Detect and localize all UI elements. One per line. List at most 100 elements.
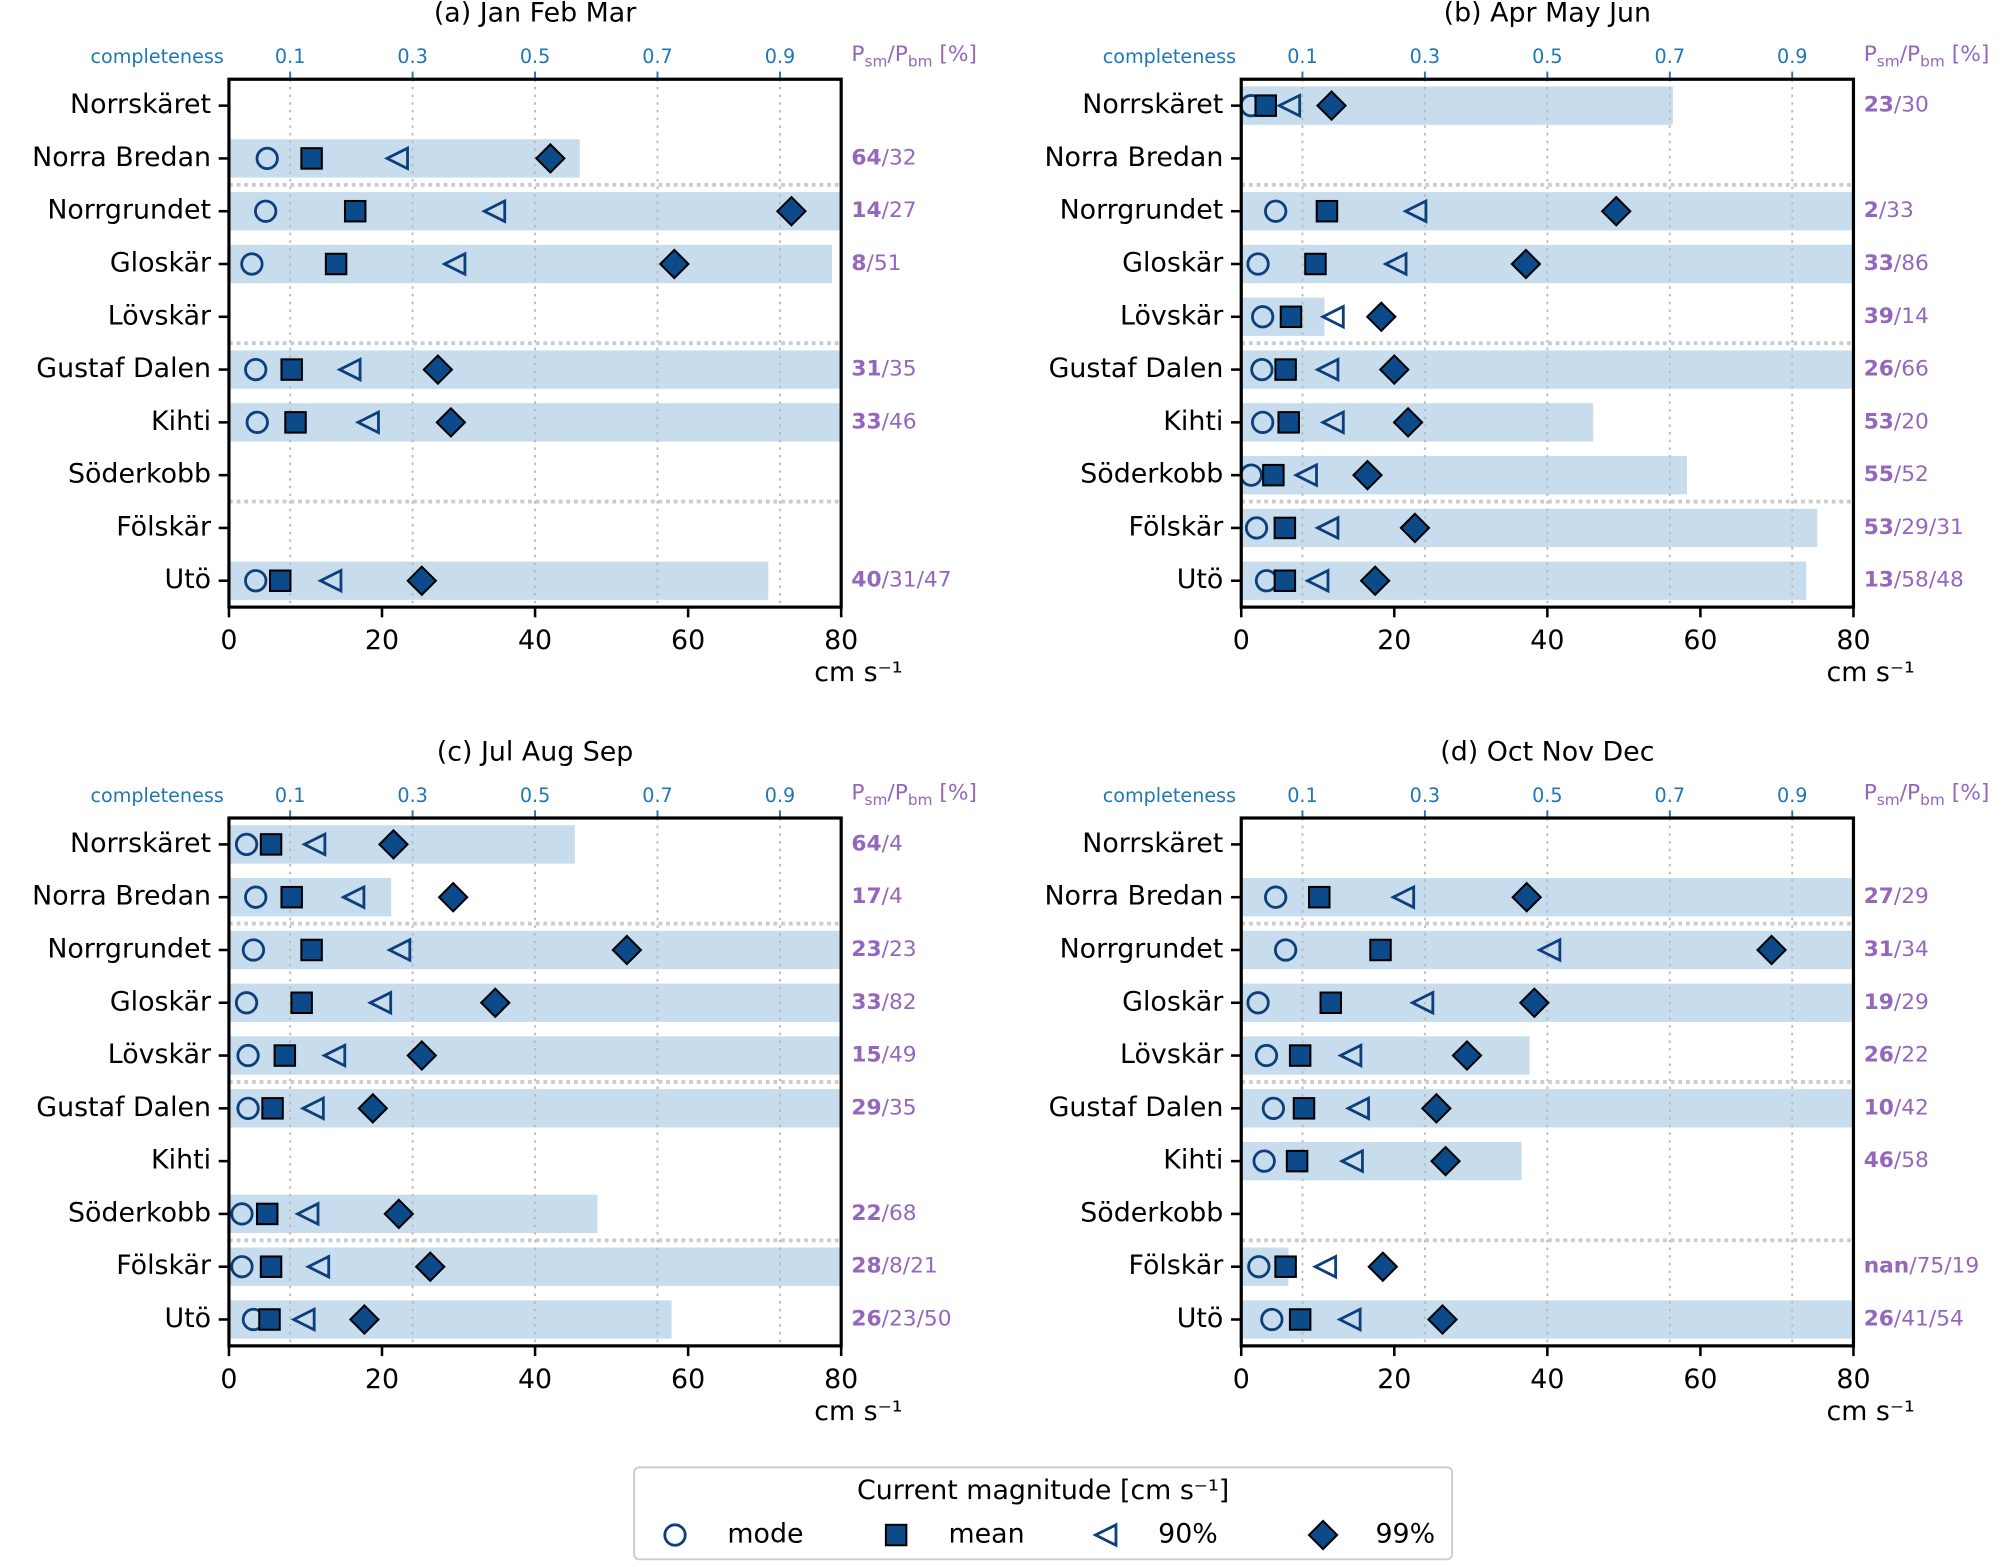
marker-90pct	[1390, 884, 1416, 910]
marker-mode	[1252, 1149, 1276, 1173]
axes-frame	[1239, 816, 1856, 1348]
ratio-rest: /29/31	[1894, 515, 1964, 540]
legend-marker	[1307, 1519, 1339, 1551]
marker-90pct	[367, 990, 393, 1016]
ratio-label: 29/35	[851, 1095, 916, 1120]
x-tick-label: 60	[671, 625, 705, 656]
marker-99pct	[1426, 1303, 1459, 1335]
marker-mode	[1246, 252, 1270, 276]
marker-mode	[1264, 199, 1288, 223]
ratio-rest: /42	[1894, 1095, 1929, 1120]
ratio-header-part: P	[851, 42, 864, 67]
category-label: Fölskär	[1128, 511, 1224, 542]
x-tick-label: 0	[1233, 625, 1250, 656]
marker-mean	[259, 1255, 283, 1278]
category-label: Norrgrundet	[1060, 933, 1224, 964]
ratio-bold: 27	[1864, 884, 1894, 909]
marker-99pct	[406, 1040, 438, 1072]
ratio-bold: 64	[851, 831, 881, 856]
marker-mode	[244, 885, 268, 909]
marker-99pct	[383, 1198, 415, 1230]
panel-title: (a) Jan Feb Mar	[434, 0, 637, 29]
marker-mode	[1251, 305, 1275, 329]
marker-99pct	[611, 934, 643, 966]
top-tick-label: 0.3	[1410, 784, 1440, 807]
marker-99pct	[1359, 565, 1391, 597]
marker-mean	[1274, 1255, 1297, 1278]
marker-mean	[1315, 199, 1339, 223]
ratio-label: 39/14	[1864, 304, 1929, 329]
x-tick-label: 60	[671, 1364, 705, 1395]
marker-mode	[1260, 1307, 1284, 1332]
completeness-label: completeness	[1103, 45, 1236, 68]
ratio-rest: /46	[882, 409, 917, 434]
marker-mean	[255, 1202, 279, 1226]
ratio-rest: /4	[882, 884, 903, 909]
marker-mean	[290, 991, 313, 1015]
marker-90pct	[1319, 304, 1345, 330]
marker-99pct	[377, 828, 409, 860]
top-tick-label: 0.7	[642, 45, 672, 68]
marker-mode	[236, 1043, 260, 1068]
marker-mean	[1288, 1044, 1312, 1067]
x-tick-label: 0	[220, 625, 237, 656]
completeness-bar	[1241, 561, 1807, 600]
legend-marker	[884, 1523, 908, 1547]
marker-90pct	[1402, 198, 1428, 224]
ratio-label: 26/23/50	[851, 1306, 951, 1331]
marker-mode	[245, 410, 269, 434]
ratio-label: 33/46	[851, 409, 916, 434]
marker-90pct	[1409, 990, 1435, 1016]
top-tick-label: 0.9	[765, 45, 795, 68]
category-label: Utö	[164, 564, 211, 595]
ratio-rest: /4	[882, 831, 903, 856]
ratio-label: 31/34	[1864, 937, 1929, 962]
ratio-bold: 2	[1864, 198, 1879, 223]
marker-mean	[1319, 991, 1343, 1015]
top-tick-label: 0.1	[275, 784, 305, 807]
marker-90pct	[1337, 1043, 1363, 1069]
marker-99pct	[1600, 195, 1632, 227]
completeness-bar	[228, 244, 832, 284]
marker-90pct	[1276, 93, 1302, 119]
ratio-header-part: sm	[1877, 52, 1900, 70]
ratio-rest: /41/54	[1894, 1306, 1964, 1331]
marker-mode	[244, 569, 268, 593]
marker-mode	[244, 357, 268, 382]
marker-90pct	[299, 1095, 325, 1121]
category-label: Norrgrundet	[1060, 195, 1224, 226]
marker-99pct	[775, 195, 807, 227]
category-label: Gustaf Dalen	[1049, 1092, 1224, 1123]
category-label: Utö	[1177, 564, 1224, 595]
ratio-label: 22/68	[851, 1201, 916, 1226]
ratio-header-part: sm	[865, 791, 888, 809]
legend-label: 99%	[1375, 1519, 1435, 1550]
ratio-label: 31/35	[851, 357, 916, 382]
ratio-rest: /49	[882, 1043, 917, 1068]
legend-marker	[1092, 1522, 1118, 1548]
category-label: Fölskär	[116, 511, 212, 542]
category-label: Kihti	[151, 406, 211, 437]
marker-mode	[236, 1096, 260, 1120]
marker-90pct	[1312, 1254, 1338, 1280]
axes-frame	[227, 77, 843, 609]
category-label: Gloskär	[1122, 986, 1224, 1017]
ratio-bold: 23	[1864, 93, 1894, 118]
marker-mode	[254, 199, 278, 223]
x-tick-label: 60	[1683, 625, 1717, 656]
marker-mean	[258, 1308, 281, 1331]
marker-99pct	[1399, 512, 1431, 544]
x-tick-label: 20	[1377, 625, 1411, 656]
x-tick-label: 0	[1233, 1364, 1250, 1395]
marker-mode	[241, 938, 266, 962]
marker-mean	[1277, 411, 1300, 434]
ratio-label: 26/41/54	[1864, 1306, 1964, 1331]
marker-99pct	[357, 1092, 389, 1124]
marker-mean	[1273, 569, 1297, 592]
ratio-rest: /23	[882, 937, 917, 962]
category-label: Norra Bredan	[1044, 881, 1223, 912]
x-tick-label: 20	[365, 1364, 399, 1395]
marker-mode	[1264, 885, 1288, 909]
ratio-rest: /22	[1894, 1043, 1929, 1068]
ratio-bold: nan	[1864, 1254, 1910, 1279]
